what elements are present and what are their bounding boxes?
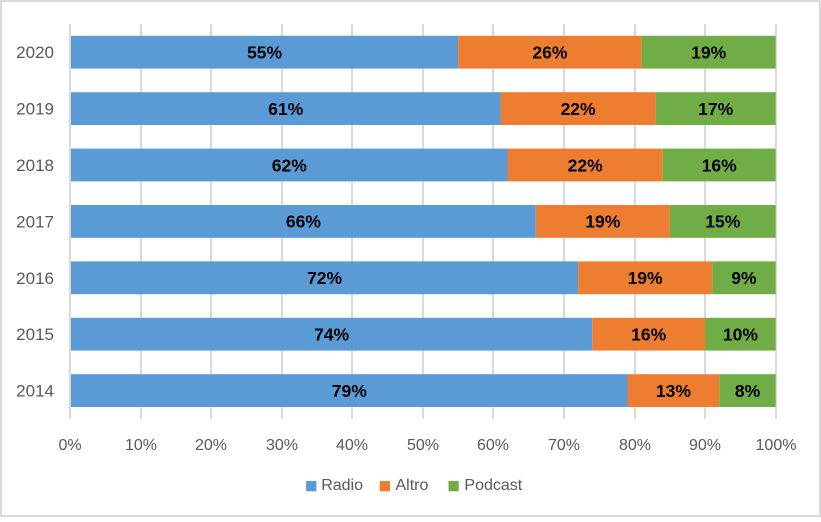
svg-text:79%: 79% [332, 381, 367, 401]
svg-text:2018: 2018 [16, 156, 54, 175]
svg-text:61%: 61% [268, 99, 303, 119]
svg-text:26%: 26% [532, 43, 567, 63]
svg-text:Podcast: Podcast [464, 477, 522, 494]
svg-text:2017: 2017 [16, 212, 54, 231]
svg-text:50%: 50% [407, 437, 439, 454]
svg-text:90%: 90% [689, 437, 721, 454]
svg-text:10%: 10% [125, 437, 157, 454]
svg-text:Altro: Altro [396, 477, 429, 494]
svg-text:30%: 30% [266, 437, 298, 454]
svg-text:Radio: Radio [321, 477, 363, 494]
svg-text:2019: 2019 [16, 100, 54, 119]
svg-text:80%: 80% [619, 437, 651, 454]
svg-text:72%: 72% [307, 268, 342, 288]
svg-text:13%: 13% [656, 381, 691, 401]
svg-text:19%: 19% [628, 268, 663, 288]
svg-text:66%: 66% [286, 212, 321, 232]
svg-text:19%: 19% [691, 43, 726, 63]
svg-text:55%: 55% [247, 43, 282, 63]
svg-text:2015: 2015 [16, 325, 54, 344]
svg-text:70%: 70% [548, 437, 580, 454]
svg-text:74%: 74% [314, 325, 349, 345]
svg-text:9%: 9% [731, 268, 757, 288]
svg-text:100%: 100% [756, 437, 797, 454]
svg-text:2020: 2020 [16, 43, 54, 62]
svg-text:16%: 16% [631, 325, 666, 345]
svg-text:19%: 19% [585, 212, 620, 232]
svg-text:8%: 8% [735, 381, 761, 401]
svg-text:16%: 16% [702, 155, 737, 175]
svg-text:10%: 10% [723, 325, 758, 345]
svg-text:22%: 22% [561, 99, 596, 119]
svg-text:60%: 60% [477, 437, 509, 454]
svg-text:22%: 22% [568, 155, 603, 175]
svg-text:17%: 17% [698, 99, 733, 119]
svg-text:40%: 40% [336, 437, 368, 454]
svg-text:20%: 20% [195, 437, 227, 454]
svg-text:0%: 0% [58, 437, 81, 454]
svg-text:2014: 2014 [16, 382, 54, 401]
svg-text:2016: 2016 [16, 269, 54, 288]
svg-text:62%: 62% [272, 155, 307, 175]
svg-text:15%: 15% [705, 212, 740, 232]
